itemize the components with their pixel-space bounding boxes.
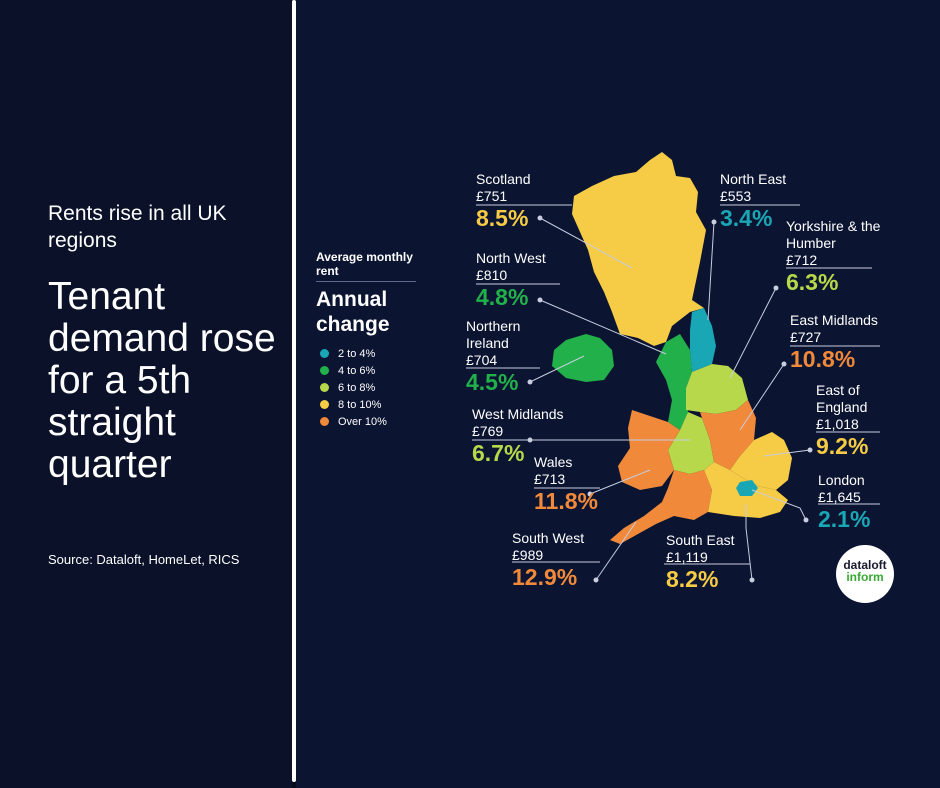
legend-swatch: [320, 417, 329, 426]
legend-item: 8 to 10%: [316, 396, 436, 413]
label-london: London £1,645 2.1%: [818, 472, 870, 533]
logo-text: dataloft: [843, 558, 887, 572]
legend-list: 2 to 4% 4 to 6% 6 to 8% 8 to 10% Over 10…: [316, 345, 436, 430]
region-south-west: [610, 470, 712, 544]
label-rules: [466, 204, 880, 565]
region-rent: £769: [472, 423, 504, 439]
region-northern-ireland: [552, 334, 614, 382]
region-change: 6.7%: [472, 440, 525, 466]
logo-subtext: inform: [846, 570, 884, 584]
legend-item: 2 to 4%: [316, 345, 436, 362]
label-north-west: North West £810 4.8%: [476, 250, 546, 311]
region-change: 12.9%: [512, 564, 578, 590]
region-name: Northern Ireland: [466, 318, 521, 351]
label-south-east: South East £1,119 8.2%: [666, 532, 735, 593]
region-name: East Midlands: [790, 312, 878, 328]
label-yorkshire: Yorkshire & the Humber £712 6.3%: [786, 218, 886, 296]
region-name: East of England: [816, 382, 868, 415]
region-north-west: [656, 334, 692, 430]
label-northern-ireland: Northern Ireland £704 4.5%: [466, 318, 546, 396]
region-rent: £810: [476, 267, 508, 283]
region-rent: £704: [466, 352, 498, 368]
source-note: Source: Dataloft, HomeLet, RICS: [48, 552, 240, 567]
dataloft-logo: dataloft inform: [836, 545, 894, 603]
region-london: [736, 480, 758, 496]
region-change: 8.5%: [476, 205, 529, 231]
legend-subtitle: Average monthly rent: [316, 250, 416, 282]
region-change: 9.2%: [816, 433, 869, 459]
legend-label: 8 to 10%: [338, 398, 382, 411]
legend-label: 4 to 6%: [338, 364, 376, 377]
headline: Tenant demand rose for a 5th straight qu…: [48, 275, 276, 486]
legend: Average monthly rent Annual change 2 to …: [316, 250, 436, 430]
region-name: Yorkshire & the Humber: [786, 218, 881, 251]
region-west-midlands: [668, 412, 714, 474]
label-east-of-england: East of England £1,018 9.2%: [816, 382, 896, 460]
region-name: London: [818, 472, 865, 488]
map-panel: [296, 0, 940, 788]
region-rent: £712: [786, 252, 818, 268]
region-rent: £1,018: [816, 416, 859, 432]
region-name: North East: [720, 171, 787, 187]
region-change: 11.8%: [534, 488, 598, 514]
legend-item: 6 to 8%: [316, 379, 436, 396]
legend-swatch: [320, 349, 329, 358]
region-yorkshire: [686, 364, 748, 414]
region-change: 6.3%: [786, 269, 839, 295]
region-east-midlands: [700, 400, 756, 470]
subtitle: Rents rise in all UK regions: [48, 202, 227, 252]
region-east-of-england: [730, 432, 792, 490]
label-south-west: South West £989 12.9%: [512, 530, 584, 591]
region-name: Wales: [534, 454, 573, 470]
legend-item: 4 to 6%: [316, 362, 436, 379]
region-rent: £727: [790, 329, 822, 345]
leader-dots: [527, 215, 813, 583]
region-change: 4.5%: [466, 369, 519, 395]
legend-title: Annual change: [316, 288, 390, 336]
left-panel: [0, 0, 292, 788]
region-name: South East: [666, 532, 735, 548]
label-wales: Wales £713 11.8%: [534, 454, 598, 515]
region-rent: £1,645: [818, 489, 861, 505]
region-change: 2.1%: [818, 506, 871, 532]
region-name: West Midlands: [472, 406, 564, 422]
legend-label: 6 to 8%: [338, 381, 376, 394]
legend-swatch: [320, 400, 329, 409]
region-rent: £989: [512, 547, 544, 563]
label-scotland: Scotland £751 8.5%: [476, 171, 530, 232]
region-change: 4.8%: [476, 284, 529, 310]
region-change: 3.4%: [720, 205, 773, 231]
region-north-east: [690, 308, 716, 372]
region-wales: [618, 410, 680, 490]
legend-swatch: [320, 383, 329, 392]
region-rent: £553: [720, 188, 752, 204]
legend-label: Over 10%: [338, 415, 387, 428]
label-north-east: North East £553 3.4%: [720, 171, 786, 232]
legend-label: 2 to 4%: [338, 347, 376, 360]
legend-item: Over 10%: [316, 413, 436, 430]
label-east-midlands: East Midlands £727 10.8%: [790, 312, 878, 373]
label-west-midlands: West Midlands £769 6.7%: [472, 406, 564, 467]
region-name: North West: [476, 250, 546, 266]
region-rent: £713: [534, 471, 566, 487]
region-name: South West: [512, 530, 585, 546]
region-scotland: [572, 152, 706, 346]
legend-swatch: [320, 366, 329, 375]
region-change: 10.8%: [790, 346, 856, 372]
region-name: Scotland: [476, 171, 531, 187]
region-rent: £1,119: [666, 549, 708, 565]
region-rent: £751: [476, 188, 508, 204]
divider: [292, 0, 296, 782]
region-change: 8.2%: [666, 566, 719, 592]
